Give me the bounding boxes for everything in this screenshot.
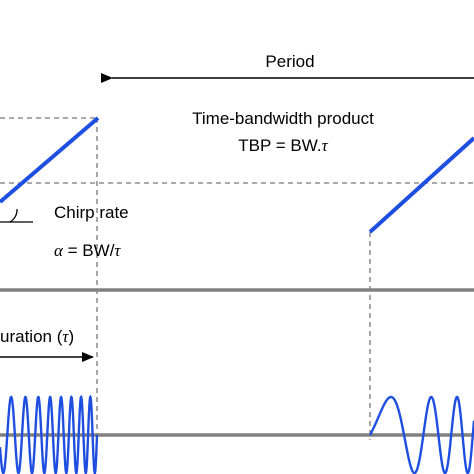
second-chirp-ramp (368, 136, 474, 234)
period-label: Period (265, 52, 314, 71)
tbp-formula: TBP = BW.τ (238, 136, 328, 155)
chirp-rate-label: Chirp rate (54, 203, 129, 222)
chirp-rate-formula: α = BW/τ (54, 241, 121, 260)
second-chirp-waveform (368, 395, 474, 474)
tbp-title: Time-bandwidth product (192, 109, 374, 128)
angle-arc (9, 208, 18, 223)
first-chirp-ramp (0, 116, 100, 204)
duration-label: uration (τ) (0, 327, 74, 346)
first-chirp-waveform (0, 394, 99, 474)
